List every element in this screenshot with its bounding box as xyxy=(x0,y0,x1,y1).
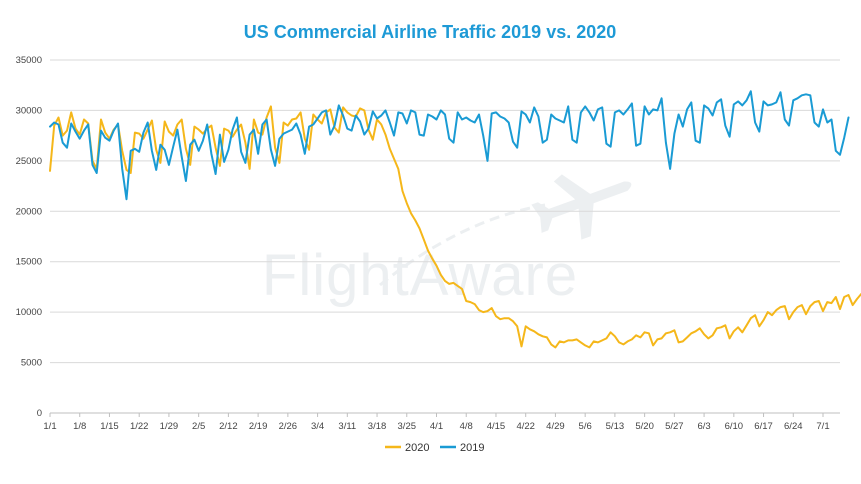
x-tick-label: 5/13 xyxy=(606,421,625,432)
x-tick-label: 3/11 xyxy=(338,421,356,432)
x-tick-label: 6/24 xyxy=(784,421,803,432)
legend-label-2019: 2019 xyxy=(460,442,484,454)
x-tick-label: 1/8 xyxy=(73,421,86,432)
x-tick-label: 4/1 xyxy=(430,421,443,432)
y-tick-label: 30000 xyxy=(16,105,42,116)
legend: 2020 2019 xyxy=(385,442,484,454)
x-tick-label: 4/22 xyxy=(516,421,535,432)
x-tick-label: 1/1 xyxy=(43,421,56,432)
airplane-icon xyxy=(531,174,632,240)
x-tick-label: 3/18 xyxy=(368,421,387,432)
x-tick-label: 5/27 xyxy=(665,421,684,432)
y-tick-labels: 0 5000 10000 15000 20000 25000 30000 35000 xyxy=(16,55,42,419)
x-tick-label: 4/15 xyxy=(487,421,506,432)
x-tick-label: 2/26 xyxy=(279,421,298,432)
x-tick-label: 7/1 xyxy=(816,421,829,432)
x-tick-label: 1/29 xyxy=(160,421,179,432)
y-tick-label: 15000 xyxy=(16,257,42,268)
x-tick-label: 6/10 xyxy=(725,421,744,432)
x-tick-label: 6/3 xyxy=(697,421,710,432)
x-tick-label: 1/15 xyxy=(100,421,119,432)
flight-arc-icon xyxy=(379,203,546,287)
y-tick-label: 10000 xyxy=(16,307,42,318)
y-tick-label: 5000 xyxy=(21,358,42,369)
x-tick-label: 4/29 xyxy=(546,421,565,432)
watermark-text: FlightAware xyxy=(262,243,578,308)
x-tick-label: 2/12 xyxy=(219,421,238,432)
x-tick-labels: 1/1 1/8 1/15 1/22 1/29 2/5 2/12 2/19 2/26 3/4 3/11… xyxy=(43,421,829,432)
gridlines xyxy=(50,59,840,414)
x-tick-label: 1/22 xyxy=(130,421,149,432)
series-lines xyxy=(49,90,861,349)
legend-label-2020: 2020 xyxy=(405,442,429,454)
chart-title: US Commercial Airline Traffic 2019 vs. 2… xyxy=(244,22,617,42)
flightaware-watermark: FlightAware xyxy=(262,174,632,308)
x-tick-label: 4/8 xyxy=(460,421,473,432)
y-tick-label: 35000 xyxy=(16,55,42,66)
axes xyxy=(49,412,840,417)
x-tick-label: 3/25 xyxy=(398,421,417,432)
series-line-2019 xyxy=(49,90,850,201)
x-tick-label: 2/19 xyxy=(249,421,268,432)
x-tick-label: 2/5 xyxy=(192,421,205,432)
x-tick-label: 6/17 xyxy=(754,421,773,432)
y-tick-label: 0 xyxy=(37,408,42,419)
x-tick-label: 3/4 xyxy=(311,421,324,432)
x-tick-label: 5/6 xyxy=(579,421,592,432)
y-tick-label: 25000 xyxy=(16,156,42,167)
x-tick-label: 5/20 xyxy=(635,421,654,432)
series-line-2020 xyxy=(49,105,861,349)
y-tick-label: 20000 xyxy=(16,206,42,217)
